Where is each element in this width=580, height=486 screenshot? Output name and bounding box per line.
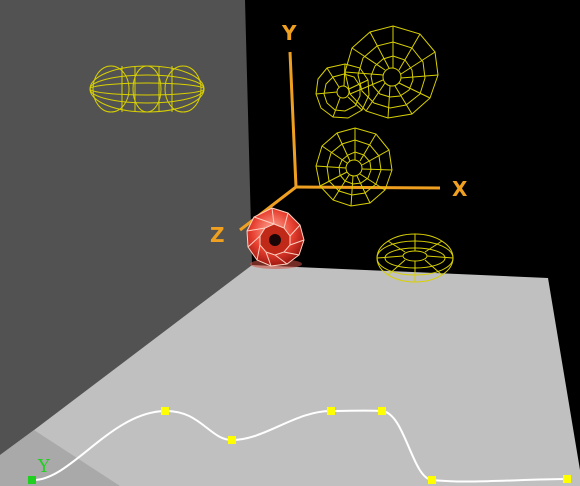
curve-key-start[interactable] <box>28 476 36 484</box>
z-axis-line[interactable] <box>239 185 297 232</box>
back-wall <box>0 0 252 455</box>
curve-key[interactable] <box>228 436 236 444</box>
octagon-ring-small[interactable] <box>315 63 370 119</box>
curve-key[interactable] <box>161 407 169 415</box>
floor-shadow <box>0 430 120 486</box>
curve-key[interactable] <box>563 475 571 483</box>
z-axis-label: Z <box>210 223 225 247</box>
x-axis-label: X <box>452 177 468 201</box>
x-axis-line[interactable] <box>295 185 441 190</box>
y-axis-label: Y <box>281 21 297 45</box>
torus-flat[interactable] <box>376 233 454 283</box>
octagon-ring-large[interactable] <box>344 25 439 119</box>
floor <box>0 265 580 486</box>
axis-gizmo[interactable] <box>239 51 441 232</box>
y-axis-line[interactable] <box>288 51 298 188</box>
curve-channel-label: Y <box>37 456 51 477</box>
animation-curve-editor[interactable]: Y <box>28 407 571 484</box>
capsule-wireframe[interactable] <box>89 65 205 113</box>
torus-selected[interactable] <box>246 207 305 269</box>
curve-key[interactable] <box>327 407 335 415</box>
curve-key[interactable] <box>428 476 436 484</box>
octagon-ring-medium[interactable] <box>315 127 393 207</box>
curve-key[interactable] <box>378 407 386 415</box>
